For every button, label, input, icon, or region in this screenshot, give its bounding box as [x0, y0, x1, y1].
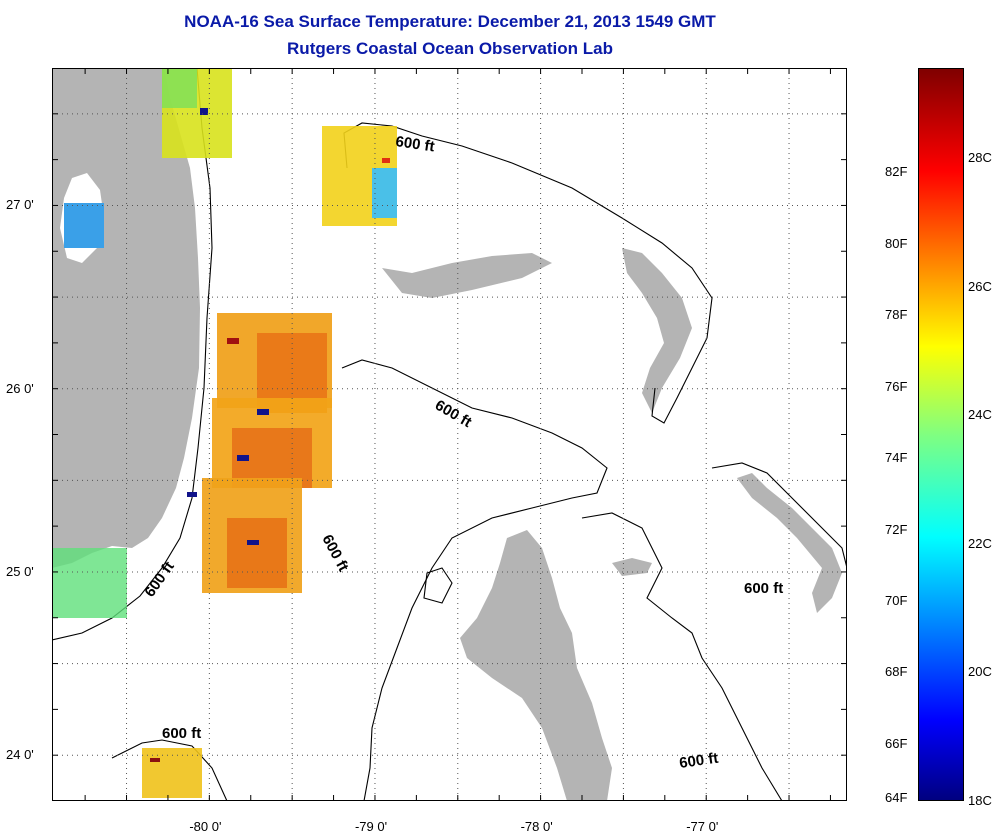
- colorbar-celsius-label: 26C: [968, 278, 992, 294]
- andros-island: [460, 530, 612, 801]
- lon-tick-label: -80 0': [189, 819, 222, 834]
- bathymetry-contours: [52, 68, 847, 801]
- sst-swath: [52, 68, 397, 798]
- colorbar-fahrenheit-label: 74F: [885, 450, 908, 466]
- lat-tick-label: 26 0': [6, 380, 34, 396]
- colorbar-fahrenheit-label: 64F: [885, 790, 908, 805]
- lon-tick-label: -79 0': [354, 819, 388, 834]
- colorbar-fahrenheit-label: 70F: [885, 592, 908, 608]
- grand-bahama-island: [382, 253, 552, 298]
- colorbar-celsius-label: 20C: [968, 664, 992, 680]
- contour-label: 600 ft: [162, 725, 201, 742]
- colorbar-fahrenheit-label: 72F: [885, 521, 908, 537]
- graticule: [52, 68, 847, 801]
- lat-tick-label: 27 0': [6, 197, 34, 213]
- colorbar-celsius-label: 18C: [968, 793, 992, 808]
- map-title: NOAA-16 Sea Surface Temperature: Decembe…: [184, 12, 716, 31]
- contour-label: 600 ft: [394, 133, 435, 155]
- colorbar-fahrenheit-label: 76F: [885, 378, 908, 394]
- colorbar-fahrenheit-label: 66F: [885, 735, 908, 751]
- contour-label: 600 ft: [678, 750, 719, 772]
- colorbar-fahrenheit-label: 68F: [885, 664, 908, 680]
- colorbar-fahrenheit-label: 82F: [885, 164, 908, 180]
- colorbar-fahrenheit-label: 78F: [885, 307, 908, 323]
- lon-tick-label: -78 0': [520, 819, 553, 834]
- lon-tick-label: -77 0': [686, 819, 719, 834]
- lat-tick-label: 24 0': [6, 747, 34, 763]
- abaco-island: [622, 248, 692, 413]
- eleuthera-island: [737, 473, 842, 613]
- colorbar-fahrenheit-label: 80F: [885, 235, 908, 251]
- map-subtitle: Rutgers Coastal Ocean Observation Lab: [287, 39, 613, 58]
- sst-map: 600 ft 600 ft 600 ft 600 ft 600 ft 600 f…: [52, 68, 847, 801]
- colorbar-celsius-label: 22C: [968, 535, 992, 551]
- colorbar-celsius-label: 28C: [968, 150, 992, 166]
- contour-label: 600 ft: [744, 580, 783, 597]
- colorbar-celsius-label: 24C: [968, 407, 992, 423]
- temperature-colorbar: [918, 68, 964, 801]
- lat-tick-label: 25 0': [6, 563, 34, 579]
